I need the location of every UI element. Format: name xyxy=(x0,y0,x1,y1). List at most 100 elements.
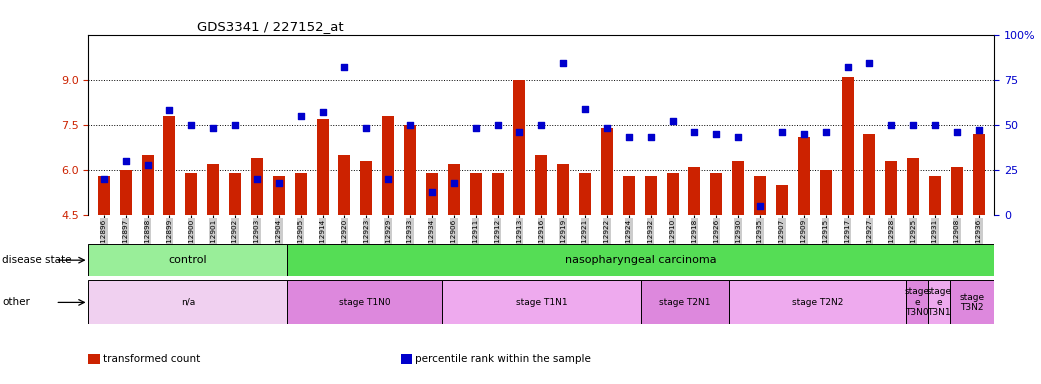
Bar xyxy=(469,173,482,215)
Point xyxy=(664,118,681,124)
Bar xyxy=(491,173,504,215)
Bar xyxy=(163,116,176,215)
Bar xyxy=(426,173,438,215)
Point xyxy=(314,109,331,115)
Bar xyxy=(841,77,854,215)
Point xyxy=(402,122,418,128)
Bar xyxy=(287,244,994,276)
Bar xyxy=(644,176,657,215)
Point xyxy=(555,60,572,66)
Point xyxy=(489,122,506,128)
Text: n/a: n/a xyxy=(181,298,195,307)
Text: transformed count: transformed count xyxy=(103,354,200,364)
Text: nasopharyngeal carcinoma: nasopharyngeal carcinoma xyxy=(565,255,716,265)
Point xyxy=(883,122,899,128)
Bar xyxy=(819,170,832,215)
Bar xyxy=(797,137,810,215)
Bar xyxy=(442,280,640,324)
Bar xyxy=(88,244,287,276)
Bar xyxy=(535,155,548,215)
Point xyxy=(271,179,287,185)
Bar xyxy=(207,164,220,215)
Bar xyxy=(142,155,154,215)
Point xyxy=(533,122,550,128)
Bar xyxy=(360,161,373,215)
Bar xyxy=(448,164,460,215)
Bar xyxy=(950,167,963,215)
Bar xyxy=(885,161,897,215)
Point xyxy=(752,203,768,209)
Point xyxy=(773,129,790,135)
Point xyxy=(861,60,878,66)
Point xyxy=(839,64,856,70)
Point xyxy=(293,113,309,119)
Point xyxy=(380,176,397,182)
Point xyxy=(926,122,943,128)
Point xyxy=(948,129,965,135)
Point xyxy=(905,122,921,128)
Point xyxy=(424,189,440,195)
Point xyxy=(336,64,353,70)
Point xyxy=(708,131,725,137)
Bar xyxy=(688,167,701,215)
Text: other: other xyxy=(2,297,30,308)
Point xyxy=(205,125,222,131)
Point xyxy=(96,176,112,182)
Bar xyxy=(273,176,285,215)
Point xyxy=(118,158,134,164)
Text: stage
e
T3N0: stage e T3N0 xyxy=(905,288,930,317)
Point xyxy=(227,122,244,128)
Text: percentile rank within the sample: percentile rank within the sample xyxy=(415,354,591,364)
Bar xyxy=(251,158,263,215)
Point xyxy=(686,129,703,135)
Point xyxy=(577,106,593,112)
Text: stage T2N2: stage T2N2 xyxy=(792,298,843,307)
Point xyxy=(467,125,484,131)
Bar xyxy=(338,155,351,215)
Bar xyxy=(88,280,287,324)
Bar xyxy=(776,185,788,215)
Text: disease state: disease state xyxy=(2,255,72,265)
Point xyxy=(620,134,637,141)
Bar xyxy=(929,176,941,215)
Point xyxy=(795,131,812,137)
Bar xyxy=(601,128,613,215)
Point xyxy=(249,176,265,182)
Point xyxy=(139,161,156,167)
Text: stage
T3N2: stage T3N2 xyxy=(960,293,985,312)
Bar xyxy=(906,280,928,324)
Bar xyxy=(623,176,635,215)
Bar xyxy=(666,173,679,215)
Point xyxy=(446,179,462,185)
Bar xyxy=(710,173,722,215)
Point xyxy=(817,129,834,135)
Text: control: control xyxy=(169,255,207,265)
Bar xyxy=(98,176,109,215)
Bar xyxy=(185,173,198,215)
Text: stage T2N1: stage T2N1 xyxy=(659,298,711,307)
Bar xyxy=(513,80,526,215)
Point xyxy=(730,134,746,141)
Bar xyxy=(863,134,875,215)
Bar xyxy=(579,173,591,215)
Point xyxy=(970,127,987,133)
Text: stage T1N1: stage T1N1 xyxy=(515,298,567,307)
Bar xyxy=(120,170,132,215)
Point xyxy=(511,129,528,135)
Text: stage T1N0: stage T1N0 xyxy=(338,298,390,307)
Bar xyxy=(295,173,307,215)
Bar xyxy=(973,134,985,215)
Point xyxy=(161,107,178,113)
Text: stage
e
T3N1: stage e T3N1 xyxy=(926,288,951,317)
Bar xyxy=(928,280,950,324)
Bar xyxy=(950,280,994,324)
Bar xyxy=(316,119,329,215)
Bar xyxy=(729,280,906,324)
Point xyxy=(599,125,615,131)
Bar xyxy=(229,173,242,215)
Text: GDS3341 / 227152_at: GDS3341 / 227152_at xyxy=(197,20,344,33)
Bar xyxy=(287,280,442,324)
Point xyxy=(183,122,200,128)
Bar xyxy=(557,164,569,215)
Bar xyxy=(732,161,744,215)
